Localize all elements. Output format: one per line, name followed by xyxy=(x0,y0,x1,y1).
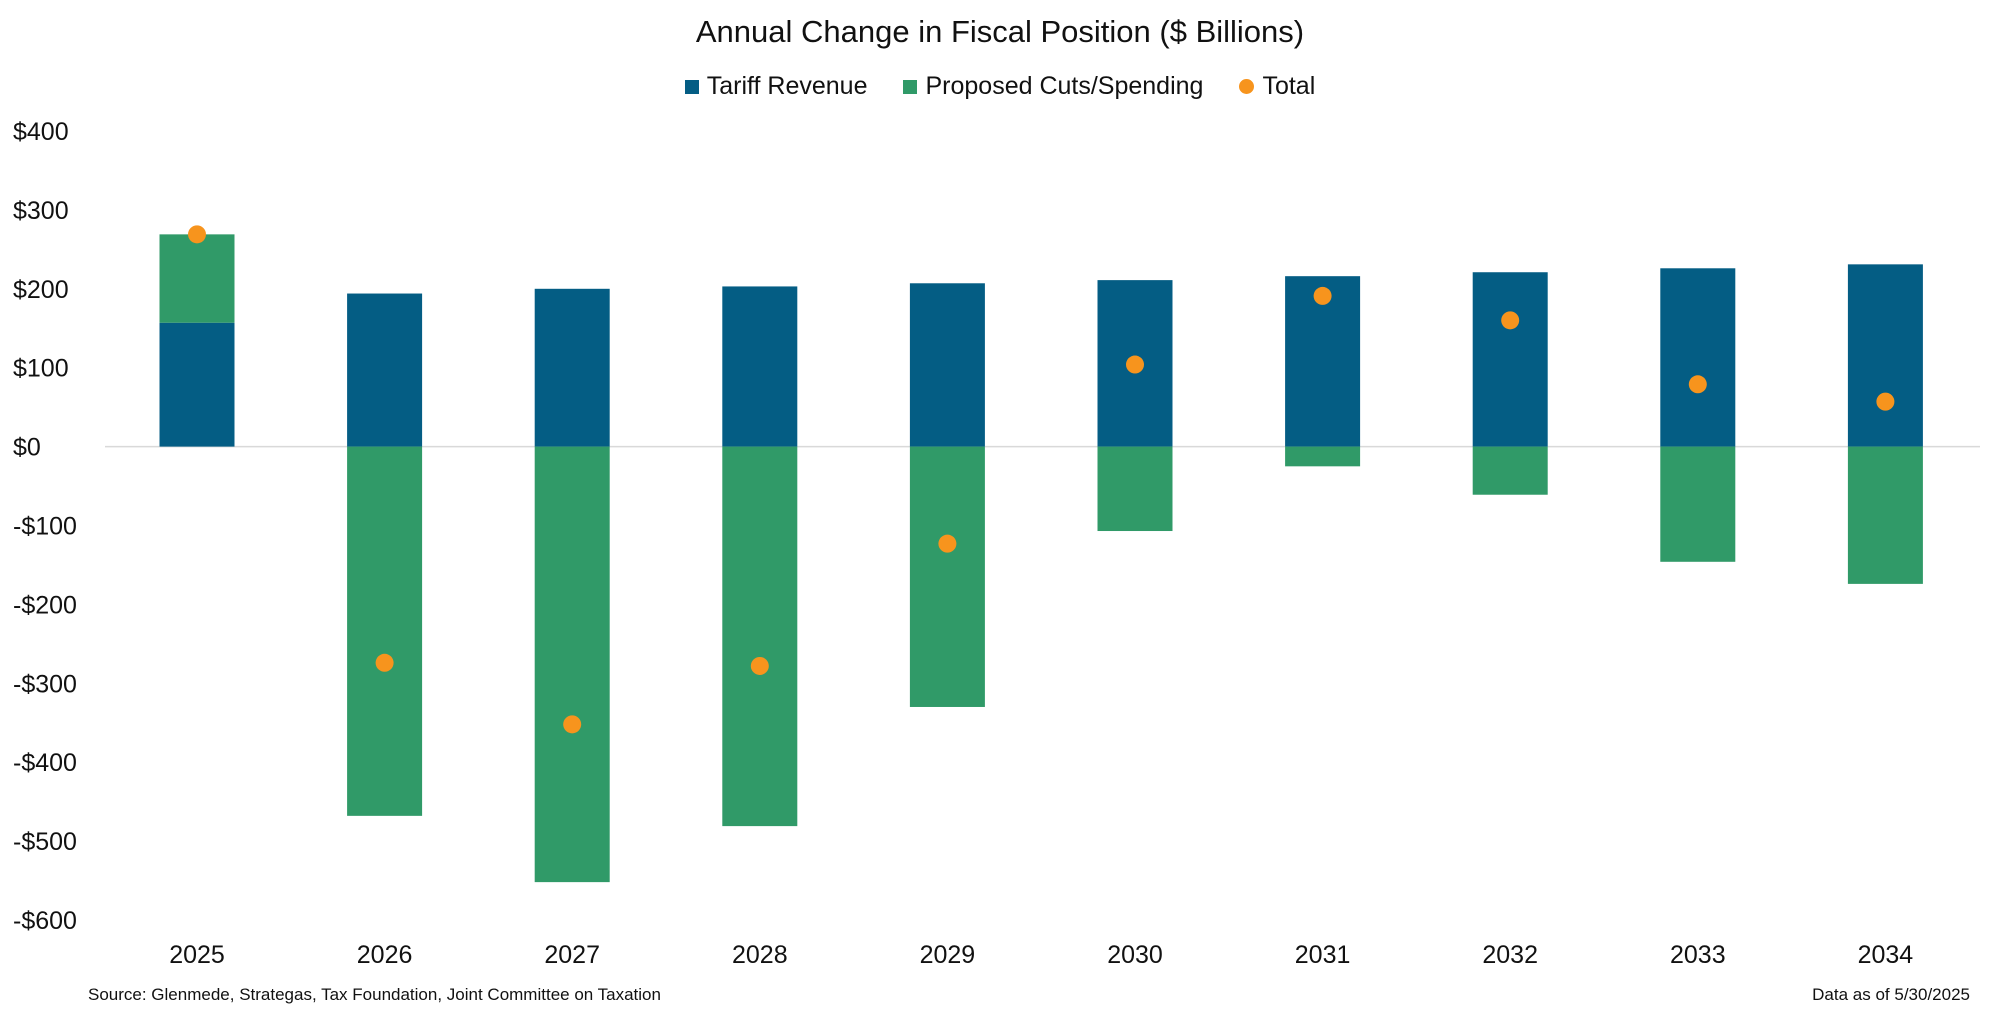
y-tick-label: $400 xyxy=(13,118,69,146)
legend: Tariff Revenue Proposed Cuts/Spending To… xyxy=(0,72,2000,101)
bar-tariff-revenue-2026 xyxy=(347,293,423,447)
y-tick-label: -$500 xyxy=(13,828,77,856)
total-point-2030 xyxy=(1126,355,1144,374)
legend-swatch-proposed-cuts xyxy=(903,79,918,94)
bar-proposed-cuts-spending-2025 xyxy=(159,234,235,323)
x-tick-label: 2033 xyxy=(1670,941,1726,969)
bar-tariff-revenue-2033 xyxy=(1660,268,1736,447)
total-point-2032 xyxy=(1501,311,1520,330)
x-tick-label: 2025 xyxy=(169,941,225,969)
bar-tariff-revenue-2028 xyxy=(722,286,798,447)
bar-proposed-cuts-spending-2030 xyxy=(1097,446,1173,532)
x-tick-label: 2030 xyxy=(1107,941,1163,969)
total-point-2034 xyxy=(1876,392,1895,411)
legend-item-proposed-cuts: Proposed Cuts/Spending xyxy=(903,72,1203,101)
y-tick-label: $100 xyxy=(13,355,69,383)
bar-proposed-cuts-spending-2033 xyxy=(1660,446,1736,562)
legend-item-tariff-revenue: Tariff Revenue xyxy=(684,72,868,101)
total-point-2031 xyxy=(1313,286,1332,305)
legend-swatch-total xyxy=(1239,79,1255,94)
bar-proposed-cuts-spending-2027 xyxy=(534,446,610,883)
bar-proposed-cuts-spending-2028 xyxy=(722,446,798,827)
y-tick-label: $300 xyxy=(13,197,69,225)
x-tick-label: 2032 xyxy=(1482,941,1538,969)
bar-proposed-cuts-spending-2031 xyxy=(1285,446,1361,467)
x-tick-label: 2034 xyxy=(1858,941,1914,969)
legend-swatch-tariff-revenue xyxy=(684,79,699,94)
bar-tariff-revenue-2029 xyxy=(909,283,985,447)
bar-tariff-revenue-2025 xyxy=(159,322,235,447)
legend-label-proposed-cuts: Proposed Cuts/Spending xyxy=(925,72,1204,100)
total-point-2026 xyxy=(375,653,394,672)
total-point-2029 xyxy=(938,534,957,553)
y-tick-label: -$300 xyxy=(13,670,77,698)
bar-proposed-cuts-spending-2029 xyxy=(909,446,985,707)
total-point-2028 xyxy=(750,656,769,675)
legend-item-total: Total xyxy=(1239,72,1315,101)
total-point-2027 xyxy=(563,715,582,734)
legend-label-tariff-revenue: Tariff Revenue xyxy=(706,72,868,100)
y-tick-label: $0 xyxy=(13,434,41,462)
x-tick-label: 2031 xyxy=(1295,941,1351,969)
bar-tariff-revenue-2032 xyxy=(1472,272,1548,447)
y-tick-label: $200 xyxy=(13,276,69,304)
x-tick-label: 2029 xyxy=(920,941,976,969)
bar-proposed-cuts-spending-2026 xyxy=(347,446,423,816)
y-tick-label: -$600 xyxy=(13,907,77,935)
y-tick-label: -$200 xyxy=(13,591,77,619)
bar-tariff-revenue-2027 xyxy=(534,288,610,447)
bar-proposed-cuts-spending-2032 xyxy=(1472,446,1548,495)
bar-tariff-revenue-2034 xyxy=(1847,264,1923,447)
bar-proposed-cuts-spending-2034 xyxy=(1847,446,1923,584)
legend-label-total: Total xyxy=(1262,72,1316,100)
total-point-2033 xyxy=(1688,375,1707,394)
x-tick-label: 2027 xyxy=(544,941,600,969)
x-tick-label: 2026 xyxy=(357,941,413,969)
chart-title: Annual Change in Fiscal Position ($ Bill… xyxy=(695,14,1305,49)
x-tick-label: 2028 xyxy=(732,941,788,969)
total-point-2025 xyxy=(188,225,206,244)
y-tick-label: -$100 xyxy=(13,513,77,541)
y-tick-label: -$400 xyxy=(13,749,77,777)
data-date-note: Data as of 5/30/2025 xyxy=(1812,985,1970,1004)
source-note: Source: Glenmede, Strategas, Tax Foundat… xyxy=(88,985,661,1004)
